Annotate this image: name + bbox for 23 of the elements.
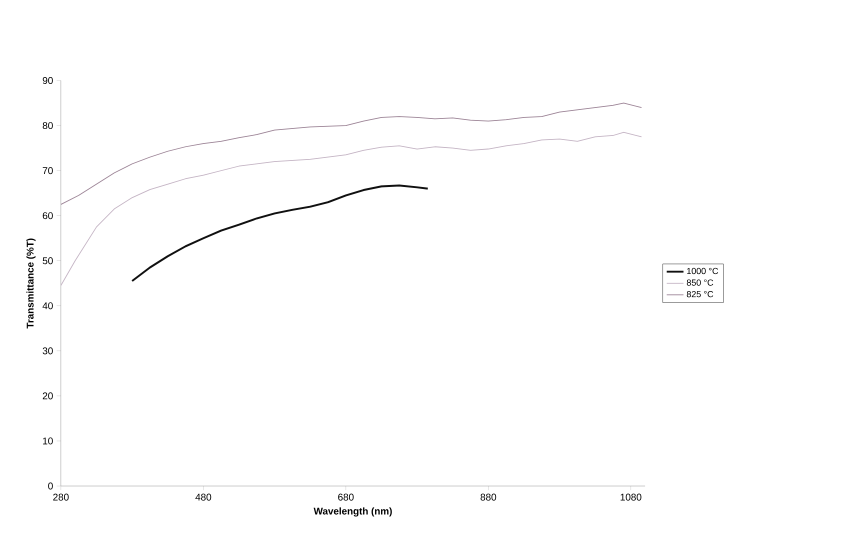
y-tick-label: 10 xyxy=(43,438,53,445)
y-axis-title: Transmittance (%T) xyxy=(26,238,36,329)
legend-label: 1000 °C xyxy=(687,268,718,274)
y-tick-label: 30 xyxy=(42,347,53,354)
x-tick-label: 1080 xyxy=(620,494,642,501)
x-tick-label: 480 xyxy=(195,494,212,501)
x-tick-label: 880 xyxy=(480,494,496,501)
y-tick-label: 0 xyxy=(48,482,53,490)
x-axis-title: Wavelength (nm) xyxy=(314,507,392,517)
y-tick-label: 80 xyxy=(42,122,53,130)
legend-label: 825 °C xyxy=(686,291,714,298)
y-tick-label: 40 xyxy=(42,302,53,310)
y-tick-label: 60 xyxy=(42,212,53,220)
y-tick-label: 70 xyxy=(42,167,53,174)
x-tick-label: 680 xyxy=(338,494,354,501)
line-series xyxy=(131,184,429,282)
line-series xyxy=(60,132,642,286)
y-tick-label: 50 xyxy=(42,257,53,264)
line-series xyxy=(60,102,642,205)
y-tick-label: 90 xyxy=(42,77,53,84)
y-tick-label: 20 xyxy=(42,392,53,400)
legend-label: 850 °C xyxy=(686,280,714,286)
x-tick-label: 280 xyxy=(53,494,69,501)
